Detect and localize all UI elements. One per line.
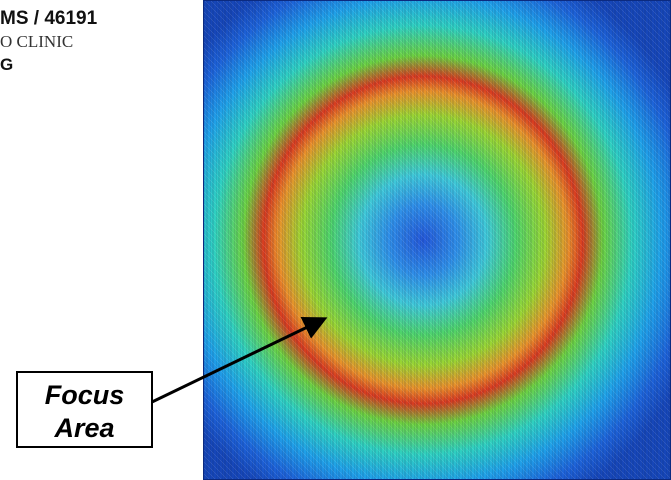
callout-box: Focus Area — [17, 372, 152, 447]
page: MS / 46191 O CLINIC G Focus Area (() => … — [0, 0, 671, 480]
header-line: G — [0, 55, 13, 74]
header-line: O CLINIC — [0, 32, 73, 51]
heatmap — [203, 0, 671, 480]
callout-text: Area — [53, 413, 114, 443]
header-text: MS / 46191 O CLINIC G — [0, 8, 98, 74]
heatmap-mesh — [203, 0, 671, 480]
figure: MS / 46191 O CLINIC G Focus Area — [0, 0, 671, 480]
header-line: MS / 46191 — [0, 8, 98, 29]
callout-text: Focus — [45, 380, 125, 410]
